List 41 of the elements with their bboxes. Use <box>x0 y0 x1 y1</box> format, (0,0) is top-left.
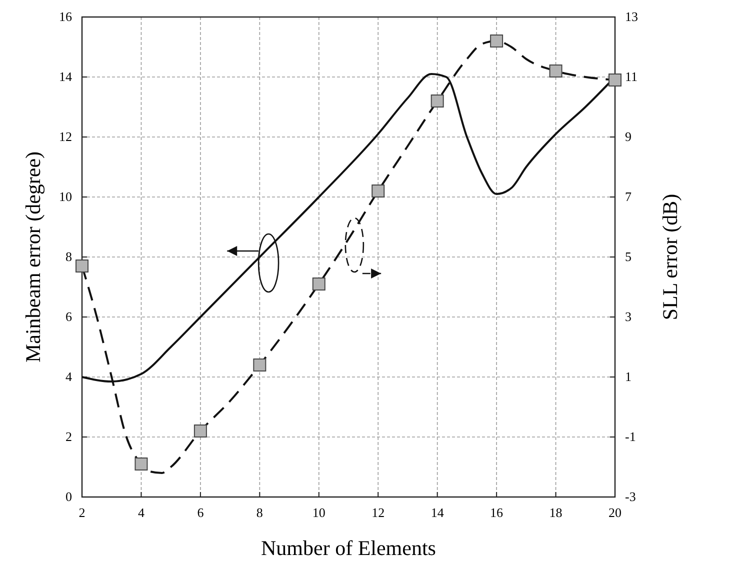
x-tick-label: 18 <box>549 505 562 520</box>
y-tick-label: 2 <box>66 429 72 444</box>
x-tick-label: 20 <box>608 505 622 520</box>
y2-tick-label: 1 <box>625 369 632 384</box>
y2-tick-label: 7 <box>625 189 632 204</box>
x-tick-label: 2 <box>78 505 86 520</box>
point <box>134 458 148 470</box>
y2-tick-label: -3 <box>625 489 636 504</box>
y2-tick-label: 3 <box>625 309 632 324</box>
x-tick-label: 16 <box>490 505 504 520</box>
y2-tick-label: -1 <box>625 429 636 444</box>
point <box>253 358 266 372</box>
y2-axis-title: SLL error (dB) <box>658 194 682 320</box>
point <box>549 64 562 78</box>
x-tick-label: 6 <box>197 505 204 520</box>
point <box>608 74 622 86</box>
point <box>194 424 207 438</box>
x-tick-label: 10 <box>312 505 326 520</box>
y-tick-label: 14 <box>59 69 72 84</box>
y2-tick-label: 13 <box>625 9 638 24</box>
y-tick-label: 10 <box>59 189 72 204</box>
x-tick-label: 12 <box>372 505 385 520</box>
x-tick-label: 4 <box>138 505 145 520</box>
x-tick-label: 14 <box>430 505 444 520</box>
point <box>372 184 385 198</box>
y-tick-label: 8 <box>66 249 72 264</box>
y-tick-label: 4 <box>66 369 72 384</box>
x-tick-label: 8 <box>256 505 263 520</box>
y-tick-label: 0 <box>66 489 72 504</box>
y-tick-label: 12 <box>59 129 72 144</box>
point <box>312 278 326 290</box>
y-tick-label: 6 <box>66 309 72 324</box>
y2-tick-label: 11 <box>625 69 638 84</box>
y-tick-label: 16 <box>59 9 72 24</box>
point <box>76 260 88 272</box>
y2-tick-label: 9 <box>625 129 632 144</box>
point <box>490 34 504 48</box>
y2-tick-label: 5 <box>625 249 632 264</box>
y-axis-title: Mainbeam error (degree) <box>21 151 45 363</box>
x-axis-title: Number of Elements <box>261 536 436 560</box>
point <box>430 94 444 108</box>
